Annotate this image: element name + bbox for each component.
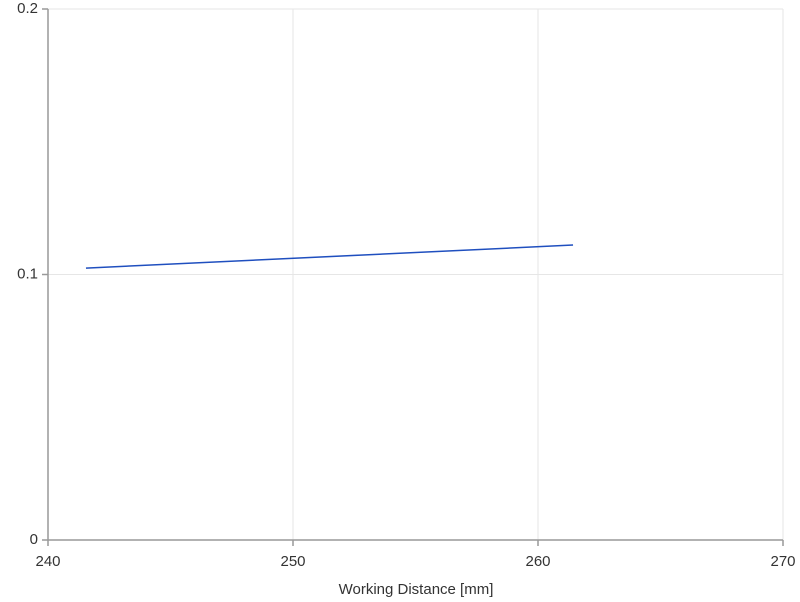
line (85, 244, 574, 269)
x-axis-label: Working Distance [mm] (339, 581, 494, 598)
y-tick-label: 0 (30, 531, 38, 548)
y-tick-label: 0.2 (17, 0, 38, 17)
x-tick-label: 260 (525, 553, 550, 570)
y-tick-label: 0.1 (17, 265, 38, 282)
x-tick-label: 270 (770, 553, 795, 570)
x-tick-label: 240 (35, 553, 60, 570)
x-tick-label: 250 (280, 553, 305, 570)
